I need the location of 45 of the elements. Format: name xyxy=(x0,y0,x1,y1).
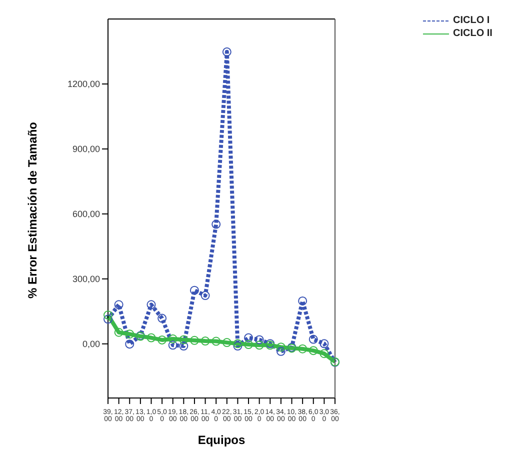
point xyxy=(179,342,188,351)
point xyxy=(179,335,188,344)
point xyxy=(200,291,210,300)
point xyxy=(222,47,232,56)
point xyxy=(114,300,124,310)
y-tick-label: 600,00 xyxy=(72,209,100,220)
point xyxy=(254,340,264,350)
point xyxy=(125,330,134,339)
point xyxy=(254,335,264,344)
point xyxy=(276,342,286,352)
point xyxy=(320,349,329,358)
point xyxy=(146,333,156,342)
point xyxy=(125,340,134,349)
point xyxy=(320,339,329,348)
point xyxy=(200,336,210,346)
point xyxy=(212,336,221,346)
point xyxy=(222,338,232,348)
y-tick-label: 1200,00 xyxy=(67,79,100,90)
point xyxy=(233,342,242,351)
x-axis-title: Equipos xyxy=(198,433,246,447)
point xyxy=(114,328,124,337)
legend-label: CICLO I xyxy=(453,15,490,26)
point xyxy=(244,340,254,350)
point xyxy=(244,333,254,342)
point xyxy=(104,310,112,320)
y-axis-title: % Error Estimación de Tamaño xyxy=(25,122,40,298)
point xyxy=(233,339,242,348)
point xyxy=(158,314,167,323)
point xyxy=(168,334,178,344)
point xyxy=(212,220,221,229)
point xyxy=(308,346,318,356)
y-tick-label: 300,00 xyxy=(72,274,100,284)
y-tick-label: 900,00 xyxy=(72,144,100,154)
point xyxy=(146,300,156,310)
point xyxy=(298,344,308,354)
point xyxy=(190,286,199,295)
point xyxy=(276,346,286,356)
legend-label: CICLO II xyxy=(453,28,492,39)
point xyxy=(158,335,167,344)
y-tick-label: 0,00 xyxy=(82,339,100,350)
point xyxy=(104,314,112,324)
point xyxy=(190,336,199,345)
point xyxy=(308,334,318,344)
point xyxy=(168,340,178,350)
point xyxy=(298,296,308,306)
